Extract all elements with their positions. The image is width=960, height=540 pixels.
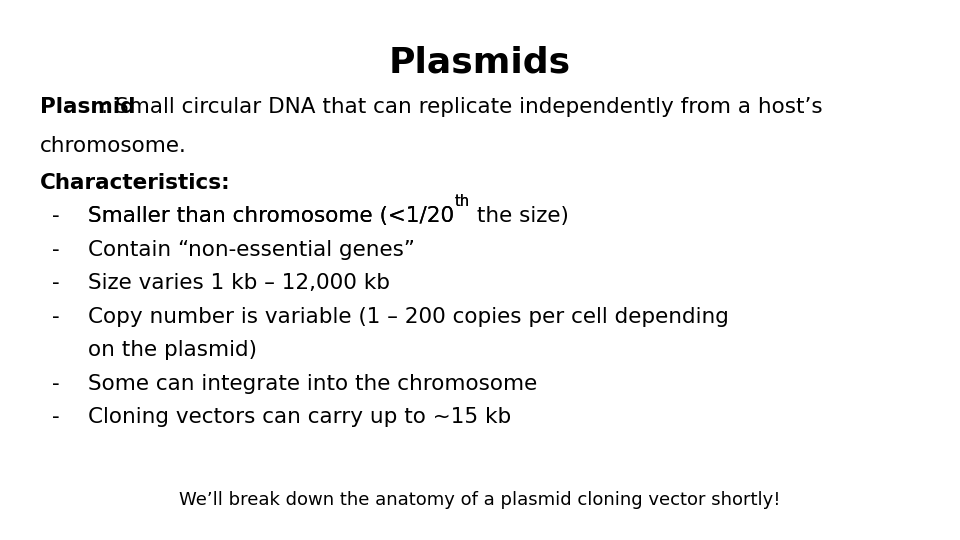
Text: Some can integrate into the chromosome: Some can integrate into the chromosome: [88, 374, 538, 394]
Text: on the plasmid): on the plasmid): [88, 340, 257, 360]
Text: Characteristics:: Characteristics:: [40, 173, 231, 193]
Text: -: -: [52, 307, 60, 327]
Text: Plasmids: Plasmids: [389, 46, 571, 80]
Text: Smaller than chromosome (<1/20: Smaller than chromosome (<1/20: [88, 206, 454, 226]
Text: -: -: [52, 407, 60, 427]
Text: chromosome.: chromosome.: [40, 136, 187, 156]
Text: the size): the size): [469, 206, 568, 226]
Text: Size varies 1 kb – 12,000 kb: Size varies 1 kb – 12,000 kb: [88, 273, 391, 293]
Text: Copy number is variable (1 – 200 copies per cell depending: Copy number is variable (1 – 200 copies …: [88, 307, 730, 327]
Text: Contain “non-essential genes”: Contain “non-essential genes”: [88, 240, 415, 260]
Text: Cloning vectors can carry up to ~15 kb: Cloning vectors can carry up to ~15 kb: [88, 407, 512, 427]
Text: th: th: [454, 194, 469, 210]
Text: Plasmid: Plasmid: [40, 97, 135, 117]
Text: -: -: [52, 240, 60, 260]
Text: -: -: [52, 273, 60, 293]
Text: th: th: [454, 194, 469, 210]
Text: -: -: [52, 206, 60, 226]
Text: Smaller than chromosome (<1/20: Smaller than chromosome (<1/20: [88, 206, 454, 226]
Text: We’ll break down the anatomy of a plasmid cloning vector shortly!: We’ll break down the anatomy of a plasmi…: [180, 491, 780, 509]
Text: -: -: [52, 374, 60, 394]
Text: : Small circular DNA that can replicate independently from a host’s: : Small circular DNA that can replicate …: [101, 97, 823, 117]
